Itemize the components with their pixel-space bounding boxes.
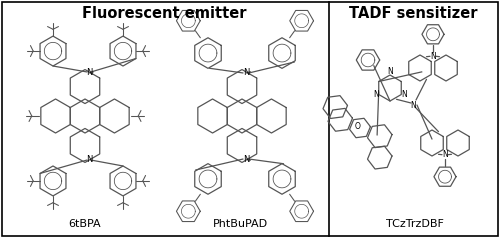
- Text: TADF sensitizer: TADF sensitizer: [349, 5, 478, 20]
- Text: TCzTrzDBF: TCzTrzDBF: [386, 219, 444, 229]
- Text: N: N: [410, 100, 416, 109]
- Text: N: N: [430, 52, 436, 61]
- Text: N: N: [401, 90, 407, 99]
- Text: 6tBPA: 6tBPA: [68, 219, 102, 229]
- Text: O: O: [354, 122, 360, 131]
- Text: Fluorescent emitter: Fluorescent emitter: [82, 5, 247, 20]
- Text: N: N: [86, 154, 92, 164]
- Text: PhtBuPAD: PhtBuPAD: [212, 219, 268, 229]
- Text: N: N: [373, 90, 379, 99]
- Text: N: N: [86, 69, 92, 77]
- Text: N: N: [243, 69, 249, 77]
- Text: N: N: [442, 150, 448, 159]
- Text: N: N: [243, 154, 249, 164]
- Text: N: N: [387, 67, 393, 76]
